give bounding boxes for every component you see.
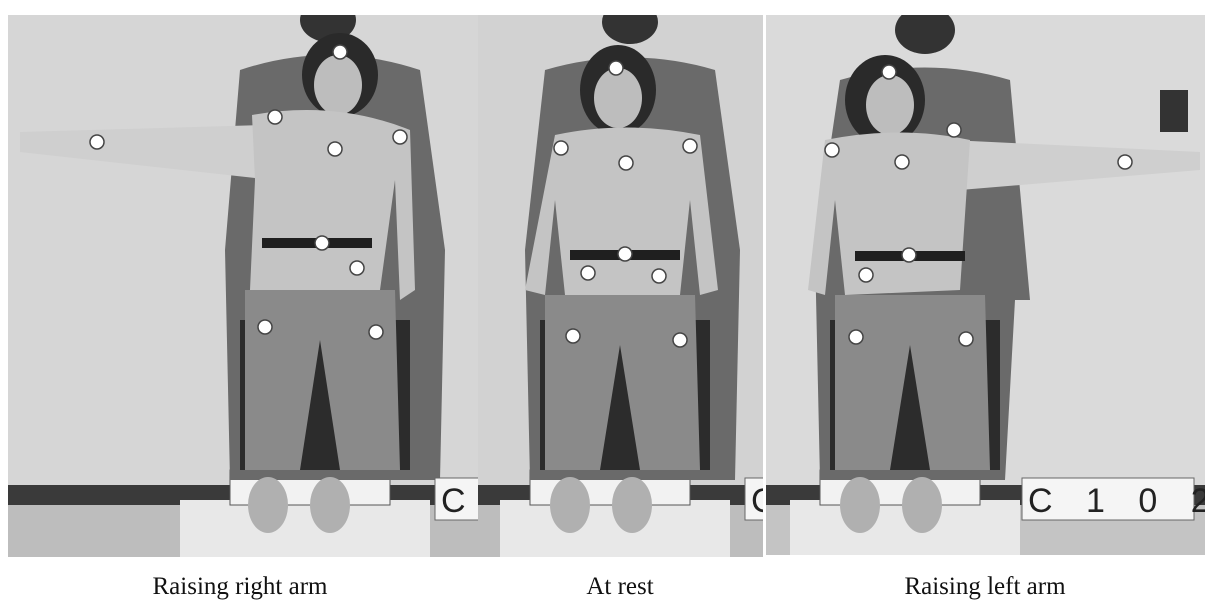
card-label: C 1 0 2 (1028, 482, 1205, 520)
caption: Raising right arm (153, 573, 329, 600)
photo-raising-left-arm: C 1 0 2 (766, 15, 1205, 555)
card-label: C (751, 482, 776, 520)
caption: Raising left arm (904, 573, 1066, 600)
card-label: C (441, 482, 466, 520)
photo-at-rest: C (478, 15, 776, 557)
photo-raising-right-arm: C (8, 15, 478, 557)
caption: At rest (586, 573, 653, 600)
